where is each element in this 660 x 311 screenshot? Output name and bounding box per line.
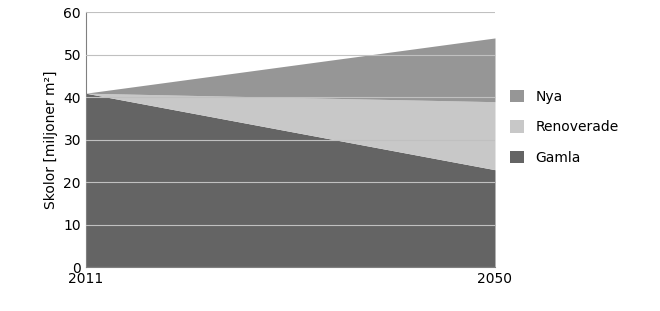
Y-axis label: Skolor [miljoner m²]: Skolor [miljoner m²] [44,71,58,209]
Legend: Nya, Renoverade, Gamla: Nya, Renoverade, Gamla [510,90,618,165]
